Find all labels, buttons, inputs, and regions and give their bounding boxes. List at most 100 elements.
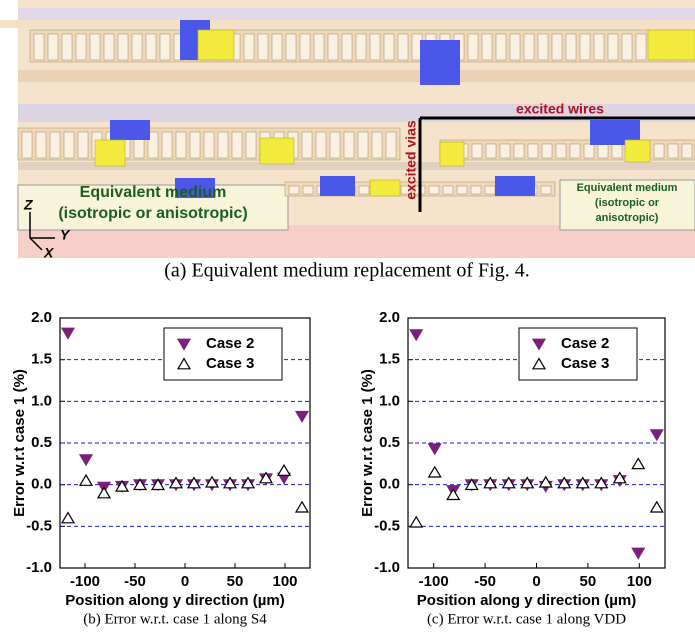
wire-tooth — [598, 144, 608, 158]
wire-tooth — [300, 34, 310, 60]
y-tick-label: 0.5 — [31, 434, 52, 451]
wire-tooth — [316, 132, 326, 158]
wire-tooth — [244, 34, 254, 60]
wire-tooth — [636, 34, 646, 60]
point — [632, 458, 644, 468]
annotation: excited wires — [516, 101, 604, 117]
point — [410, 330, 422, 340]
wire-tooth — [218, 132, 228, 158]
yellow-block — [370, 180, 400, 196]
wire-tooth — [510, 34, 520, 60]
x-tick-label: 0 — [532, 573, 540, 590]
y-tick-label: 2.0 — [379, 309, 400, 326]
wire-tooth — [358, 132, 368, 158]
caption: (c) Error w.r.t. case 1 along VDD — [427, 611, 626, 627]
wire-tooth — [64, 132, 74, 158]
wire-tooth — [500, 144, 510, 158]
y-tick-label: -1.0 — [374, 559, 400, 576]
caption: (a) Equivalent medium replacement of Fig… — [164, 260, 529, 282]
wire-tooth — [570, 144, 580, 158]
x-tick-label: 50 — [580, 573, 597, 590]
wire-tooth — [36, 132, 46, 158]
yellow-block — [260, 138, 294, 164]
wire-tooth — [580, 34, 590, 60]
yellow-block — [198, 30, 234, 60]
wire-tooth — [386, 132, 396, 158]
point — [651, 502, 663, 512]
medium-label: Equivalent medium — [577, 182, 678, 194]
point — [651, 430, 663, 440]
chart: -1.0-0.50.00.51.01.52.0-100-50050100Erro… — [359, 309, 665, 627]
caption: (b) Error w.r.t. case 1 along S4 — [83, 611, 267, 627]
wire-tooth — [566, 34, 576, 60]
wire-tooth — [90, 34, 100, 60]
point — [296, 412, 308, 422]
wire-tooth — [584, 144, 594, 158]
medium-label: Equivalent medium — [80, 184, 227, 201]
point — [98, 488, 110, 498]
y-tick-label: 2.0 — [31, 309, 52, 326]
blue-block — [420, 40, 460, 85]
wire-tooth — [204, 132, 214, 158]
wire-tooth — [104, 34, 114, 60]
point — [410, 517, 422, 527]
y-axis-label: Error w.r.t case 1 (%) — [11, 369, 28, 517]
wire-tooth — [34, 34, 44, 60]
wire-tooth — [22, 132, 32, 158]
medium-label: (isotropic or anisotropic) — [58, 205, 247, 222]
wire-tooth — [356, 34, 366, 60]
yellow-block — [625, 140, 650, 162]
wire-tooth — [76, 34, 86, 60]
wire-tooth — [132, 34, 142, 60]
wire-tooth — [528, 144, 538, 158]
wire-tooth — [514, 144, 524, 158]
x-tick-label: 100 — [272, 573, 297, 590]
x-tick-label: -50 — [474, 573, 496, 590]
wire-tooth — [622, 34, 632, 60]
wire-tooth — [289, 186, 299, 194]
wire-tooth — [556, 144, 566, 158]
x-axis-label: Position along y direction (µm) — [417, 592, 637, 609]
wire-tooth — [482, 34, 492, 60]
wire-tooth — [471, 186, 481, 194]
y-axis-label: Error w.r.t case 1 (%) — [359, 369, 376, 517]
point — [278, 465, 290, 475]
x-tick-label: 50 — [227, 573, 244, 590]
chart: -1.0-0.50.00.51.01.52.0-100-50050100Erro… — [11, 309, 310, 627]
wire-tooth — [48, 34, 58, 60]
blue-block — [110, 120, 150, 140]
wire-tooth — [314, 34, 324, 60]
wire-tooth — [538, 34, 548, 60]
y-tick-label: 1.5 — [31, 351, 52, 368]
wire-tooth — [258, 34, 268, 60]
medium-label: anisotropic) — [596, 212, 659, 224]
wire-tooth — [359, 186, 369, 194]
wire-tooth — [542, 144, 552, 158]
wire-tooth — [342, 34, 352, 60]
wire-tooth — [190, 132, 200, 158]
y-tick-label: 0.0 — [379, 476, 400, 493]
wire-tooth — [162, 132, 172, 158]
wire-tooth — [232, 132, 242, 158]
x-tick-label: -100 — [419, 573, 449, 590]
layer — [18, 70, 695, 82]
yellow-block — [440, 142, 464, 166]
wire-tooth — [608, 34, 618, 60]
wire-tooth — [272, 34, 282, 60]
wire-tooth — [443, 186, 453, 194]
wire-tooth — [176, 132, 186, 158]
legend-label: Case 3 — [206, 355, 254, 372]
y-tick-label: -0.5 — [374, 517, 400, 534]
axis-name: Z — [23, 197, 33, 213]
y-tick-label: 1.0 — [379, 392, 400, 409]
figure: excited wires excited vias Equivalent me… — [0, 0, 695, 644]
wire-tooth — [303, 186, 313, 194]
medium-label: (isotropic or — [595, 197, 660, 209]
y-tick-label: 1.5 — [379, 351, 400, 368]
illustration: excited wires excited vias Equivalent me… — [0, 0, 695, 282]
yellow-block — [648, 30, 695, 60]
wire-tooth — [552, 34, 562, 60]
wire-tooth — [486, 144, 496, 158]
point — [62, 328, 74, 338]
point — [296, 502, 308, 512]
